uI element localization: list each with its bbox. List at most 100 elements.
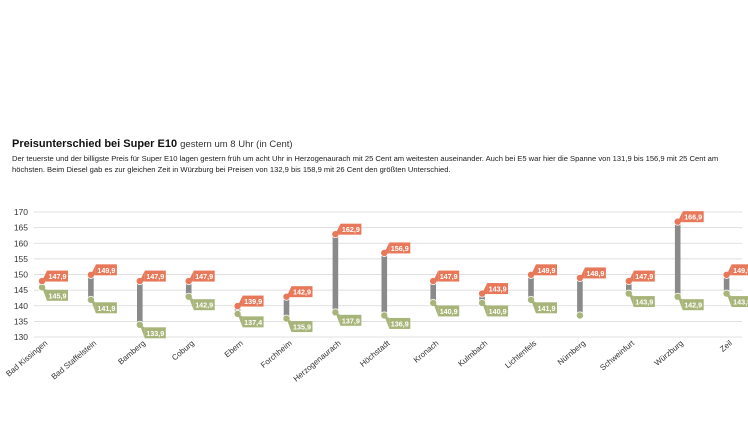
max-value-label-pointer	[579, 267, 585, 279]
chart-description: Der teuerste und der billigste Preis für…	[12, 154, 719, 174]
max-value-label: 147,9	[195, 272, 213, 281]
y-tick-label: 160	[14, 238, 28, 248]
max-value-label: 149,9	[733, 266, 748, 275]
max-value-label: 156,9	[391, 244, 409, 253]
x-category-label: Bamberg	[116, 339, 147, 367]
x-category-label: Zeil	[718, 338, 734, 353]
range-bar	[479, 293, 485, 303]
min-value-label-box	[389, 317, 411, 329]
max-value-label-box	[144, 270, 166, 282]
max-value-label: 142,9	[293, 288, 311, 297]
min-value-label-box	[47, 289, 68, 301]
max-value-label: 147,9	[146, 272, 164, 281]
range-bar	[88, 274, 94, 300]
min-value-label-box	[731, 296, 748, 308]
min-value-label-pointer	[433, 302, 439, 317]
y-tick-label: 135	[14, 316, 28, 326]
x-category-label: Herzogenaurach	[292, 339, 343, 384]
max-value-label: 149,9	[538, 266, 556, 275]
max-value-label-box	[682, 211, 704, 223]
min-value-label-pointer	[42, 287, 47, 301]
max-value-label-pointer	[188, 270, 194, 282]
max-value-label-pointer	[139, 270, 145, 282]
y-tick-label: 145	[14, 285, 28, 295]
min-value-label: 143,9	[733, 298, 748, 307]
y-tick-label: 155	[14, 254, 28, 264]
min-value-label: 137,4	[244, 318, 262, 327]
max-value-label: 166,9	[684, 213, 702, 222]
x-category-label: Lichtenfels	[503, 339, 538, 370]
min-value-label: 136,9	[391, 319, 409, 328]
min-value-label: 145,9	[49, 291, 67, 300]
max-value-label-box	[291, 286, 313, 298]
min-value-label-box	[633, 296, 655, 308]
min-value-label-box	[95, 302, 117, 314]
range-bar	[723, 274, 730, 294]
min-value-label: 135,9	[293, 323, 311, 332]
x-category-label: Schweinfurt	[598, 338, 636, 372]
x-category-label: Würzburg	[653, 339, 685, 368]
x-category-label: Kronach	[412, 339, 441, 365]
range-bar	[674, 221, 681, 297]
min-value-label-pointer	[90, 299, 96, 314]
max-value-label-box	[731, 264, 748, 276]
y-tick-label: 130	[14, 332, 28, 342]
min-value-label-pointer	[531, 299, 536, 314]
min-value-label-pointer	[726, 293, 732, 308]
min-value-label-box	[487, 305, 509, 317]
max-value-label: 162,9	[342, 225, 360, 234]
chart-title-text: Preisunterschied bei Super E10	[12, 138, 178, 150]
range-bar	[283, 296, 290, 319]
max-value-label-pointer	[42, 270, 47, 282]
chart-title: Preisunterschied bei Super E10 gestern u…	[12, 138, 293, 150]
x-category-label: Höchstadt	[358, 338, 392, 369]
min-value-label: 141,9	[97, 304, 115, 313]
range-bar	[137, 281, 143, 325]
max-value-label-box	[633, 270, 655, 282]
max-value-label: 139,9	[244, 297, 262, 306]
min-value-label: 137,9	[342, 316, 360, 325]
min-value-label-pointer	[139, 324, 145, 339]
min-value-label: 140,9	[440, 307, 458, 316]
min-value-label-box	[242, 316, 264, 328]
x-category-label: Forchheim	[259, 338, 294, 369]
max-value-label-pointer	[677, 211, 683, 223]
min-value-label-box	[144, 327, 166, 339]
x-category-label: Kulmbach	[456, 339, 489, 369]
max-value-label-pointer	[286, 286, 292, 298]
min-value-label-pointer	[482, 302, 488, 317]
chart-subtitle: gestern um 8 Uhr (in Cent)	[180, 139, 293, 150]
min-value-label-box	[682, 299, 704, 311]
x-category-label: Bad Staffelstein	[50, 339, 99, 382]
max-value-label-pointer	[628, 270, 634, 282]
min-value-label: 133,9	[146, 329, 164, 338]
max-value-label-box	[389, 242, 411, 254]
max-value-label-pointer	[482, 283, 488, 295]
min-value-label-pointer	[677, 296, 683, 311]
range-bar	[430, 281, 436, 303]
min-value-label: 142,9	[684, 301, 702, 310]
range-bar	[528, 274, 534, 300]
min-value-label-pointer	[237, 313, 243, 328]
x-category-label: Nürnberg	[556, 339, 587, 367]
min-value-label-pointer	[384, 315, 390, 329]
max-value-label: 149,9	[97, 266, 115, 275]
min-value-label-box	[438, 305, 460, 317]
range-bar	[332, 234, 339, 313]
min-value-label-box	[193, 299, 215, 311]
x-category-label: Bad Kissingen	[4, 339, 49, 379]
max-value-label-box	[193, 270, 215, 282]
max-value-label: 147,9	[440, 272, 458, 281]
min-value-label-pointer	[628, 293, 634, 308]
y-tick-label: 150	[14, 270, 28, 280]
min-value-label-pointer	[188, 296, 194, 311]
max-value-label-box	[487, 283, 509, 295]
max-value-label-pointer	[90, 264, 96, 276]
range-bar	[577, 277, 583, 316]
max-value-label: 147,9	[635, 272, 653, 281]
min-value-label: 141,9	[538, 304, 556, 313]
max-value-label-pointer	[335, 223, 341, 235]
max-value-label: 148,9	[586, 269, 604, 278]
max-value-label-box	[584, 267, 606, 279]
x-category-label: Ebern	[223, 339, 245, 360]
